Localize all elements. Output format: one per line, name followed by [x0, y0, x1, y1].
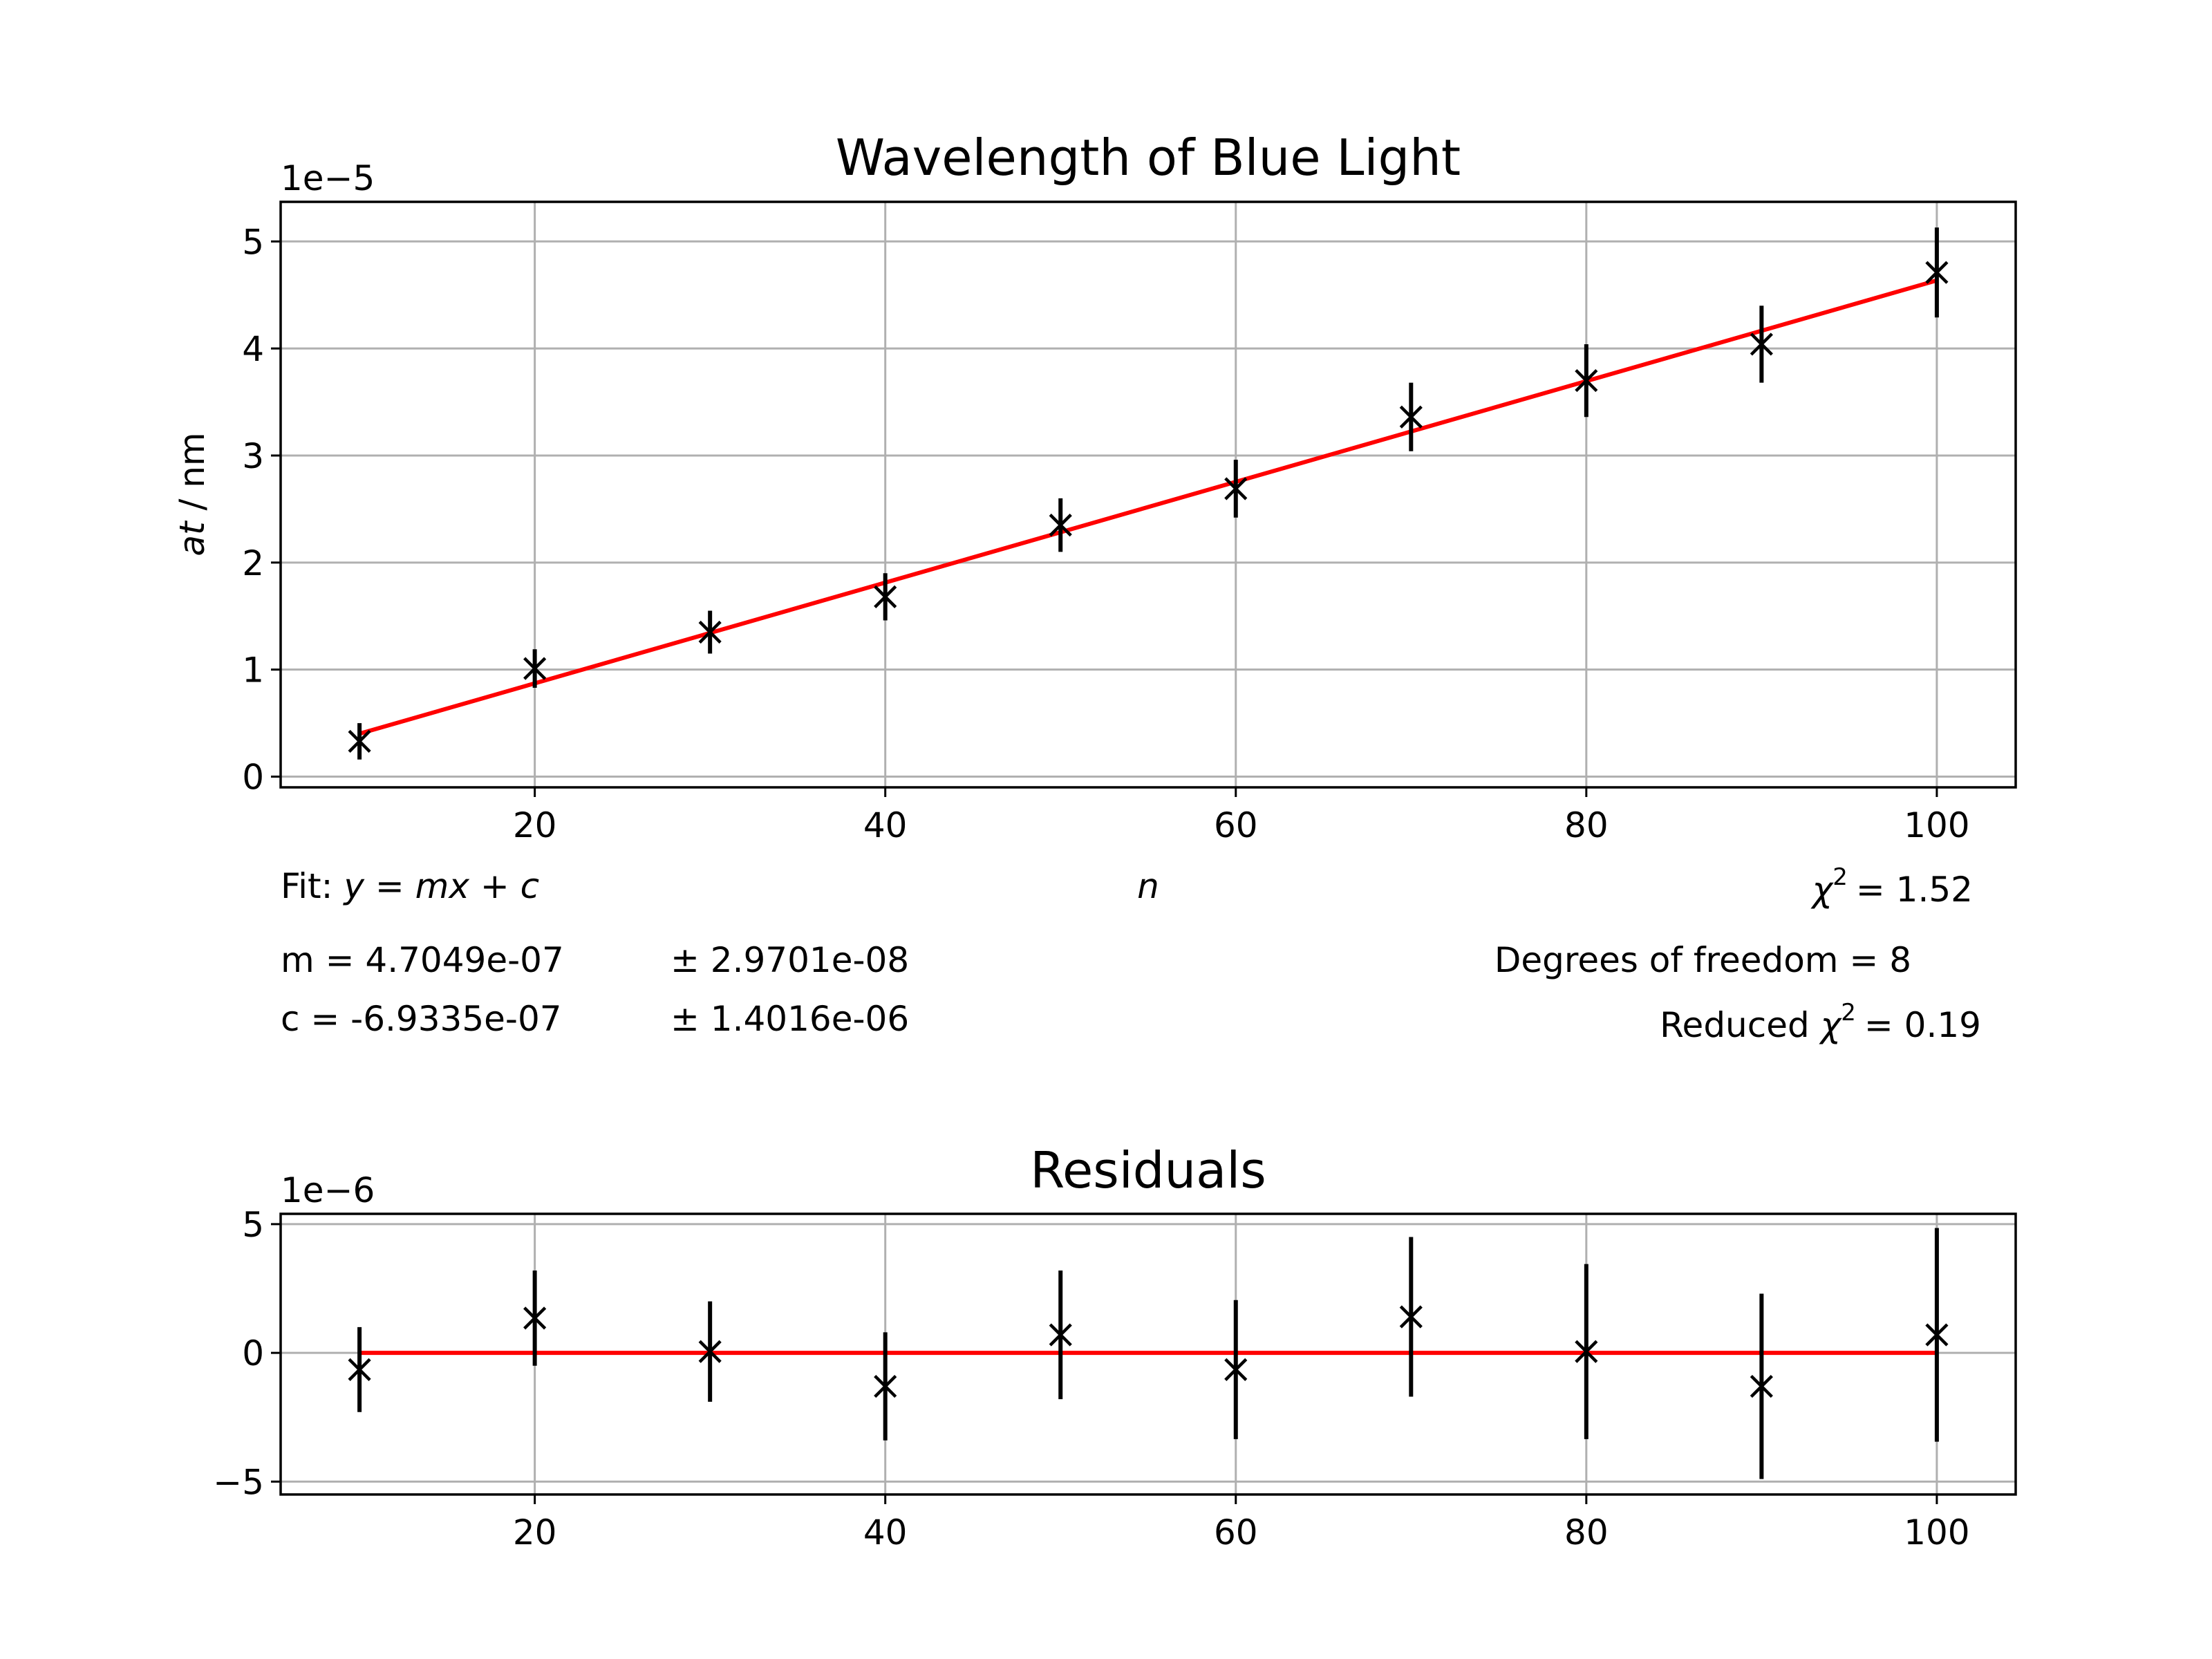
main-ticks: 20 40 60 80 100 0 1 2 3 4 5 [242, 222, 1969, 845]
main-offset-text: 1e−5 [281, 158, 375, 198]
main-data-point [874, 585, 897, 608]
residuals-x-tick-label: 40 [863, 1512, 908, 1553]
residuals-y-tick-label: −5 [213, 1462, 264, 1502]
main-data-point [523, 657, 547, 680]
residuals-data-point [1750, 1374, 1773, 1398]
main-x-axis-label: n [1137, 866, 1159, 906]
main-y-tick-label: 3 [242, 436, 264, 476]
main-grid [281, 202, 2016, 787]
residuals-data-point [523, 1306, 547, 1330]
main-y-tick-label: 2 [242, 543, 264, 583]
residuals-data-point [1575, 1340, 1598, 1363]
main-plot-frame [279, 200, 2017, 789]
residuals-plot: 20 40 60 80 100 −5 0 5 Residuals 1e−6 [213, 1141, 2017, 1553]
main-x-tick-label: 60 [1214, 805, 1258, 845]
main-data-point [1049, 514, 1072, 537]
residuals-data-point [698, 1340, 722, 1363]
main-fit-line [359, 278, 1938, 736]
residuals-x-tick-label: 80 [1564, 1512, 1609, 1553]
residuals-data-point [1224, 1358, 1248, 1381]
residuals-points [348, 1228, 1949, 1479]
main-title: Wavelength of Blue Light [836, 129, 1461, 187]
main-data-point [1925, 261, 1949, 284]
residuals-data-point [1399, 1305, 1423, 1329]
residuals-data-point [348, 1358, 371, 1381]
main-data-point [1224, 477, 1248, 500]
main-y-tick-label: 4 [242, 329, 264, 369]
residuals-x-tick-label: 100 [1904, 1512, 1969, 1553]
main-x-tick-label: 40 [863, 805, 908, 845]
main-points [348, 227, 1949, 760]
main-y-tick-label: 0 [242, 758, 264, 798]
m-uncertainty: ± 2.9701e-08 [671, 940, 909, 980]
main-plot: 20 40 60 80 100 0 1 2 3 4 5 Wavelength of Blue Lig… [172, 129, 2017, 906]
fit-annotations: Fit: y = mx + c m = 4.7049e-07 ± 2.9701e… [281, 863, 1981, 1045]
main-data-point [1750, 332, 1773, 356]
main-data-point [348, 729, 371, 753]
m-value: m = 4.7049e-07 [281, 940, 564, 980]
main-y-tick-label: 5 [242, 222, 264, 262]
residuals-y-tick-label: 5 [242, 1205, 264, 1245]
main-fit [359, 278, 1938, 736]
c-uncertainty: ± 1.4016e-06 [671, 999, 909, 1039]
residuals-data-point [874, 1374, 897, 1398]
main-x-tick-label: 20 [513, 805, 557, 845]
fit-equation-text: Fit: y = mx + c [281, 866, 539, 906]
main-x-tick-label: 80 [1564, 805, 1609, 845]
residuals-data-point [1049, 1323, 1072, 1347]
c-value: c = -6.9335e-07 [281, 999, 562, 1039]
main-data-point [698, 620, 722, 644]
residuals-x-tick-label: 60 [1214, 1512, 1258, 1553]
residuals-x-tick-label: 20 [513, 1512, 557, 1553]
residuals-plot-frame [279, 1212, 2017, 1496]
residuals-ticks: 20 40 60 80 100 −5 0 5 [213, 1205, 1969, 1553]
residuals-title: Residuals [1030, 1141, 1266, 1199]
residuals-offset-text: 1e−6 [281, 1170, 375, 1210]
main-x-tick-label: 100 [1904, 805, 1969, 845]
residuals-y-tick-label: 0 [242, 1333, 264, 1374]
chi-squared-text: χ2 = 1.52 [1810, 863, 1973, 910]
main-y-axis-label: at / nm [172, 432, 212, 556]
main-data-point [1575, 369, 1598, 393]
degrees-of-freedom-text: Degrees of freedom = 8 [1494, 940, 1911, 980]
reduced-chi-squared-text: Reduced χ2 = 0.19 [1660, 999, 1981, 1045]
main-y-tick-label: 1 [242, 650, 264, 691]
residuals-data-point [1925, 1323, 1949, 1347]
main-data-point [1399, 405, 1423, 429]
